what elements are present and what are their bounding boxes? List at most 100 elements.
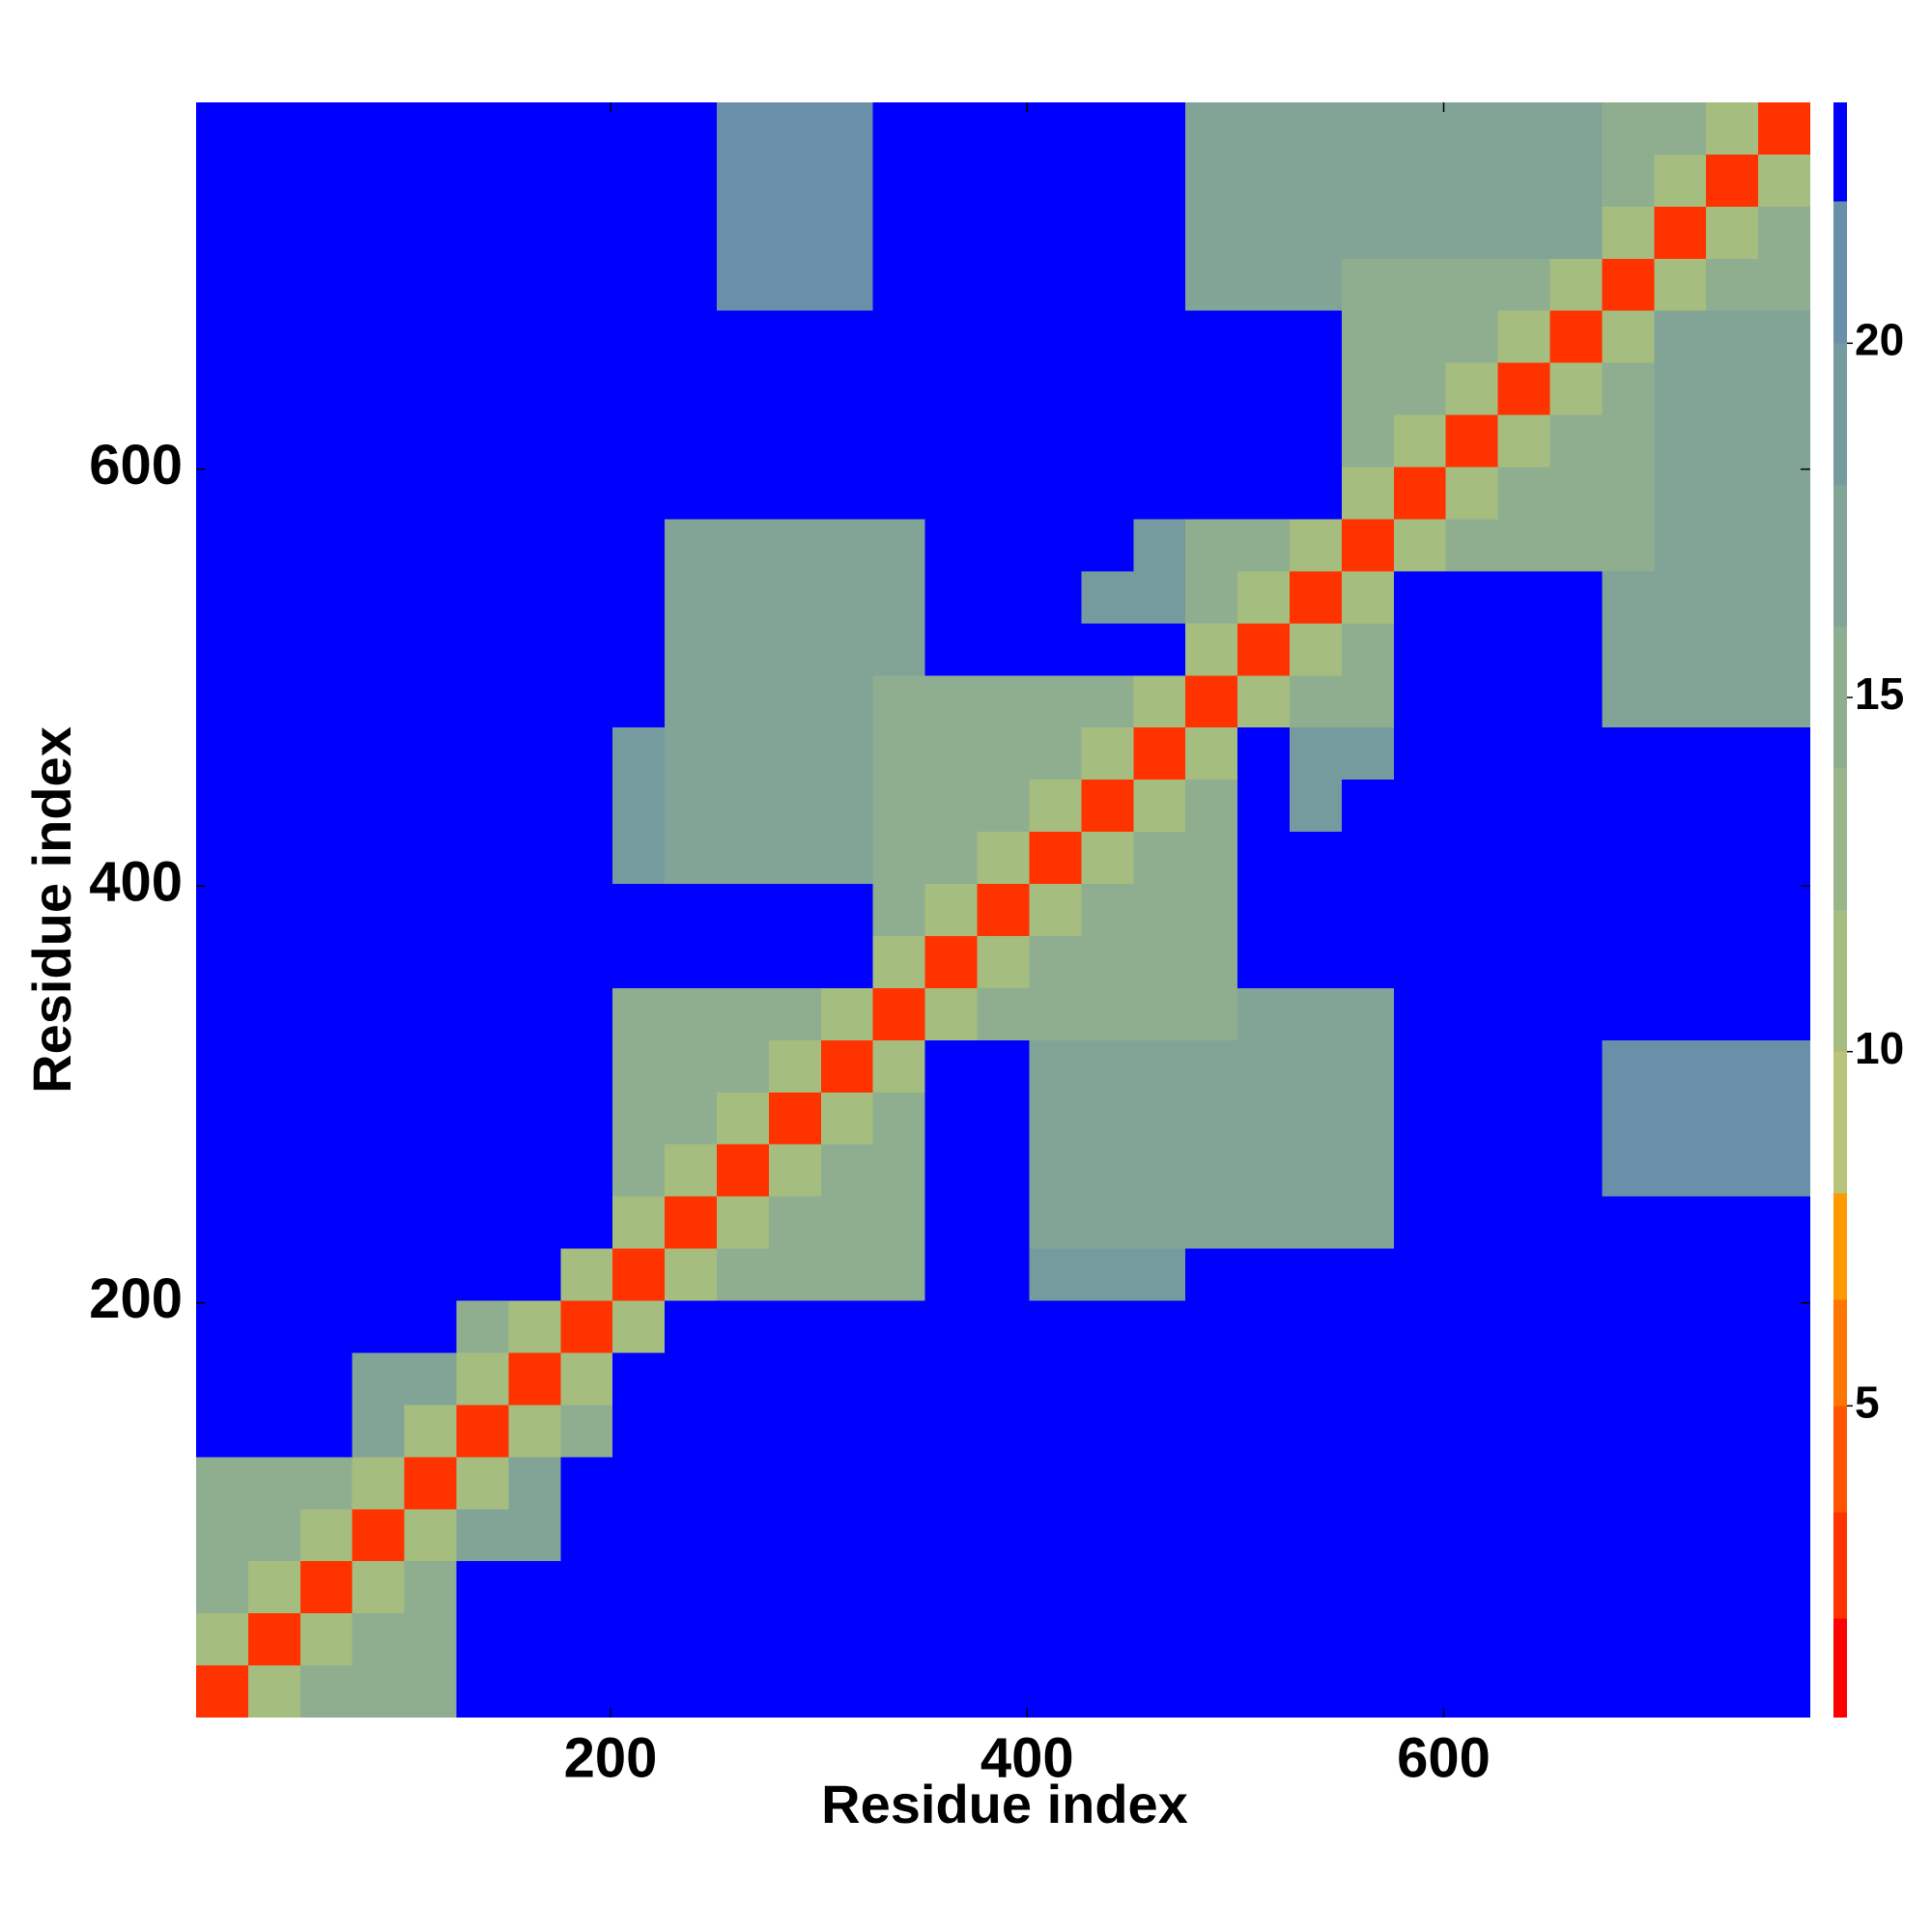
cell	[1185, 1092, 1238, 1145]
cell	[1602, 675, 1655, 728]
cell	[404, 1665, 457, 1718]
cell	[1237, 519, 1290, 572]
cell	[247, 1509, 300, 1562]
cell	[1706, 1405, 1759, 1458]
cell	[1341, 1457, 1394, 1510]
cell	[1654, 519, 1707, 572]
cell	[924, 727, 978, 781]
cell	[1185, 884, 1238, 936]
cell	[924, 571, 978, 624]
cell	[820, 1039, 873, 1093]
cell	[456, 1352, 509, 1406]
cell	[1706, 467, 1759, 520]
cell	[612, 258, 666, 311]
cell	[1393, 727, 1446, 781]
cell	[717, 727, 769, 781]
cell	[1393, 258, 1446, 311]
cell	[1602, 1196, 1655, 1249]
cell	[1029, 935, 1082, 988]
cell	[1185, 1352, 1238, 1406]
cell	[1237, 832, 1290, 885]
cell	[1549, 1352, 1603, 1406]
cell	[1758, 467, 1810, 520]
cell	[1549, 362, 1603, 415]
cell	[508, 935, 561, 988]
cell	[1758, 1665, 1810, 1718]
cell	[1654, 623, 1707, 676]
cell	[456, 414, 509, 468]
cell	[1237, 1509, 1290, 1562]
cell	[612, 519, 666, 572]
cell	[1706, 1509, 1759, 1562]
cell	[1549, 310, 1603, 363]
cell	[247, 780, 300, 833]
cell	[299, 310, 353, 363]
cell	[1341, 1248, 1394, 1301]
cell	[1185, 1196, 1238, 1249]
cell	[352, 519, 405, 572]
cell	[1602, 1665, 1655, 1718]
cell	[299, 884, 353, 936]
cell	[665, 675, 718, 728]
cell	[196, 623, 248, 676]
cell	[1237, 1457, 1290, 1510]
cell	[1758, 623, 1810, 676]
cell	[1237, 987, 1290, 1040]
cell	[1341, 571, 1394, 624]
cell	[508, 832, 561, 885]
cell	[299, 1092, 353, 1145]
cell	[820, 1196, 873, 1249]
cell	[1133, 1039, 1186, 1093]
cell	[456, 258, 509, 311]
cell	[612, 1092, 666, 1145]
cell	[1445, 154, 1498, 207]
cell	[404, 1092, 457, 1145]
cell	[1185, 1665, 1238, 1718]
cell	[768, 310, 821, 363]
cell	[717, 1196, 769, 1249]
cell	[560, 414, 613, 468]
cell	[1081, 987, 1134, 1040]
cell	[352, 1509, 405, 1562]
cell	[872, 258, 925, 311]
cell	[1758, 935, 1810, 988]
cell	[1133, 1613, 1186, 1666]
cell	[820, 571, 873, 624]
cell	[612, 414, 666, 468]
cell	[1445, 832, 1498, 885]
cell	[247, 623, 300, 676]
cell	[1497, 987, 1550, 1040]
cell	[352, 1405, 405, 1458]
cell	[924, 623, 978, 676]
cell	[1393, 1405, 1446, 1458]
cell	[924, 1405, 978, 1458]
cell	[1081, 362, 1134, 415]
cell	[924, 675, 978, 728]
cell	[924, 1665, 978, 1718]
cell	[1029, 1665, 1082, 1718]
cell	[1341, 1613, 1394, 1666]
cell	[1029, 675, 1082, 728]
cell	[612, 884, 666, 936]
cell	[612, 1457, 666, 1510]
cell	[1341, 1300, 1394, 1353]
cell	[404, 414, 457, 468]
cell	[352, 1039, 405, 1093]
cell	[665, 362, 718, 415]
cell	[977, 884, 1030, 936]
cell	[352, 1144, 405, 1197]
cell	[977, 832, 1030, 885]
cell	[1341, 1196, 1394, 1249]
cell	[1185, 727, 1238, 781]
cell	[665, 1092, 718, 1145]
cell	[456, 310, 509, 363]
cell	[1237, 1665, 1290, 1718]
cell	[977, 1039, 1030, 1093]
cell	[560, 1352, 613, 1406]
cell	[1289, 258, 1342, 311]
cell	[352, 987, 405, 1040]
cell	[299, 832, 353, 885]
cell	[1445, 1196, 1498, 1249]
cell	[820, 884, 873, 936]
cell	[1758, 258, 1810, 311]
